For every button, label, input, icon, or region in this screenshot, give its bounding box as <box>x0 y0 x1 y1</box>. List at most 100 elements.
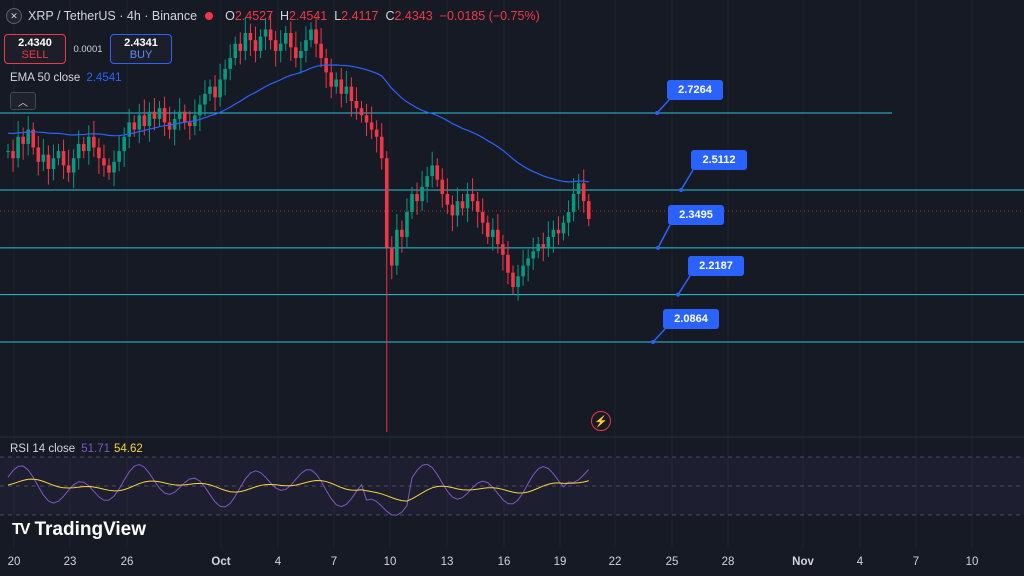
candle-body <box>152 111 157 119</box>
candle-body <box>76 143 81 159</box>
candle-body <box>177 111 182 119</box>
candle-body <box>319 43 323 59</box>
candle-body <box>359 108 364 116</box>
level-label[interactable]: 2.0864 <box>663 309 719 329</box>
candle-body <box>496 229 500 245</box>
candle-body <box>238 43 243 51</box>
time-axis-label: 13 <box>440 556 454 568</box>
symbol-title[interactable]: XRP / TetherUS · 4h · Binance <box>28 9 198 23</box>
rsi-legend[interactable]: RSI 14 close 51.71 54.62 <box>10 443 143 455</box>
level-anchor <box>651 340 655 344</box>
candle-body <box>455 201 460 216</box>
candle-body <box>203 93 207 105</box>
candle-body <box>390 247 394 266</box>
candle-body <box>400 229 404 237</box>
candle-body <box>561 222 566 234</box>
candle-body <box>11 151 15 159</box>
candle-body <box>182 111 187 123</box>
time-axis-label: 23 <box>63 556 77 568</box>
candle-body <box>334 79 339 87</box>
candle-body <box>541 244 546 248</box>
candle-body <box>374 129 379 137</box>
candle-body <box>465 194 470 209</box>
candle-body <box>379 136 384 159</box>
candle-body <box>395 229 399 266</box>
candle-body <box>162 108 167 123</box>
candle-body <box>273 40 278 51</box>
candle-body <box>71 158 76 173</box>
candle-body <box>475 201 480 212</box>
chart-header: ✕ XRP / TetherUS · 4h · Binance O2.4527 … <box>6 8 540 24</box>
candle-body <box>132 122 137 130</box>
rsi-line <box>7 463 590 516</box>
time-axis-label: 7 <box>330 556 338 568</box>
candle-body <box>283 32 288 44</box>
level-anchor <box>676 292 680 297</box>
level-anchor <box>656 245 660 250</box>
level-label[interactable]: 2.2187 <box>688 256 744 276</box>
candle-body <box>420 186 424 202</box>
level-label[interactable]: 2.5112 <box>691 150 747 170</box>
candle-body <box>354 100 359 109</box>
candle-body <box>551 229 556 237</box>
candle-body <box>56 151 61 159</box>
candle-body <box>304 40 308 51</box>
level-pointer <box>652 328 666 343</box>
market-status-icon <box>205 12 214 20</box>
candle-body <box>460 201 465 209</box>
candle-body <box>405 211 409 237</box>
candle-body <box>16 136 20 159</box>
candle-body <box>137 115 142 130</box>
candle-body <box>97 147 101 159</box>
time-axis-label: Oct <box>211 556 231 568</box>
rsi-ma-line <box>7 478 589 502</box>
candle-body <box>102 158 106 166</box>
level-label[interactable]: 2.7264 <box>667 80 723 100</box>
candle-body <box>46 154 51 169</box>
candle-body <box>425 176 429 187</box>
candle-body <box>213 86 217 98</box>
candle-body <box>566 211 571 223</box>
candle-body <box>51 158 56 169</box>
candle-body <box>339 79 344 94</box>
buy-button[interactable]: 2.4341 BUY <box>110 34 172 64</box>
candle-body <box>556 229 561 234</box>
sell-button[interactable]: 2.4340 SELL <box>4 34 66 64</box>
level-label[interactable]: 2.3495 <box>668 205 724 225</box>
time-axis-label: Nov <box>792 556 814 568</box>
candle-body <box>364 115 369 123</box>
candle-body <box>314 29 318 44</box>
candle-body <box>243 32 248 51</box>
level-anchor <box>679 188 683 193</box>
candle-body <box>147 111 152 127</box>
candle-body <box>223 68 227 80</box>
candle-body <box>435 165 440 180</box>
candle-body <box>198 104 202 116</box>
ema-legend[interactable]: EMA 50 close 2.4541 <box>10 72 122 84</box>
candle-body <box>349 86 354 101</box>
candle-body <box>167 122 172 130</box>
candle-body <box>107 165 111 173</box>
collapse-legend-button[interactable]: ︿ <box>10 92 36 110</box>
ema50-line <box>7 64 589 183</box>
candle-body <box>294 47 298 59</box>
candle-body <box>410 194 414 212</box>
candle-body <box>36 147 41 162</box>
candle-body <box>546 236 551 248</box>
candle-body <box>430 165 434 177</box>
horizontal-levels[interactable] <box>0 99 1024 344</box>
candle-body <box>263 29 268 37</box>
tradingview-logo: TV TradingView <box>12 519 147 540</box>
candle-body <box>248 32 253 41</box>
trade-panel: 2.4340 SELL 0.0001 2.4341 BUY <box>4 34 172 64</box>
tradingview-logo-icon: TV <box>12 521 31 538</box>
candle-body <box>258 36 263 51</box>
candle-body <box>470 194 475 202</box>
candle-body <box>81 143 86 152</box>
time-axis-label: 7 <box>912 556 920 568</box>
lightning-icon[interactable]: ⚡ <box>591 411 611 431</box>
candle-body <box>127 122 131 137</box>
chevron-up-icon: ︿ <box>18 97 28 109</box>
candle-body <box>142 115 147 127</box>
